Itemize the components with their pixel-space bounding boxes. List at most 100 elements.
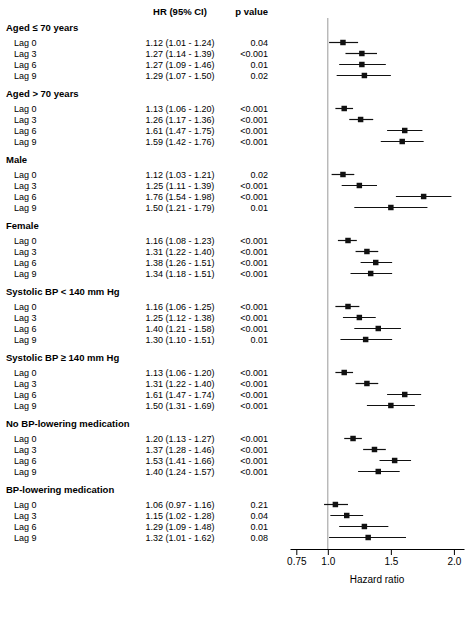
row-label: Lag 0	[14, 170, 37, 180]
group-header: Systolic BP < 140 mm Hg	[6, 286, 120, 297]
hr-label: 1.13 (1.06 - 1.20)	[145, 368, 214, 378]
point-estimate	[376, 326, 381, 331]
hr-label: 1.29 (1.09 - 1.48)	[145, 522, 214, 532]
row-label: Lag 9	[14, 71, 37, 81]
table-text: Aged ≤ 70 years Lag 0 1.12 (1.01 - 1.24) 0.…	[6, 22, 268, 543]
hr-label: 1.30 (1.10 - 1.51)	[145, 335, 214, 345]
p-value: <0.001	[240, 137, 268, 147]
point-estimate	[358, 117, 363, 122]
plot-area	[324, 18, 451, 549]
x-tick: 2.0	[447, 549, 461, 567]
x-tick-label: 1.0	[321, 556, 335, 567]
p-value: 0.04	[250, 38, 268, 48]
p-value: <0.001	[240, 236, 268, 246]
hr-label: 1.53 (1.41 - 1.66)	[145, 456, 214, 466]
x-axis-line	[291, 549, 465, 550]
x-tick-label: 1.5	[384, 556, 398, 567]
row-label: Lag 9	[14, 533, 37, 543]
row-label: Lag 9	[14, 269, 37, 279]
p-value: <0.001	[240, 115, 268, 125]
row-label: Lag 6	[14, 60, 37, 70]
p-value: 0.01	[250, 203, 268, 213]
p-value: <0.001	[240, 401, 268, 411]
point-estimate	[362, 73, 367, 78]
x-tick-label: 0.75	[287, 556, 307, 567]
p-value: <0.001	[240, 49, 268, 59]
p-value: <0.001	[240, 467, 268, 477]
p-value: <0.001	[240, 390, 268, 400]
row-label: Lag 0	[14, 434, 37, 444]
row-label: Lag 6	[14, 522, 37, 532]
hr-label: 1.27 (1.14 - 1.39)	[145, 49, 214, 59]
group-header: Systolic BP ≥ 140 mm Hg	[6, 352, 119, 363]
group-header: Female	[6, 220, 39, 231]
p-value: 0.04	[250, 511, 268, 521]
x-tick: 1.0	[321, 549, 335, 567]
group-header: Aged ≤ 70 years	[6, 22, 78, 33]
hr-label: 1.25 (1.12 - 1.38)	[145, 313, 214, 323]
hr-label: 1.06 (0.97 - 1.16)	[145, 500, 214, 510]
x-tick-mark	[454, 549, 455, 555]
point-estimate	[402, 392, 407, 397]
p-value: <0.001	[240, 192, 268, 202]
p-value: <0.001	[240, 302, 268, 312]
x-tick: 1.5	[384, 549, 398, 567]
column-header: p value	[235, 6, 268, 17]
hr-label: 1.32 (1.01 - 1.62)	[145, 533, 214, 543]
p-value: 0.01	[250, 522, 268, 532]
p-value: <0.001	[240, 434, 268, 444]
hr-label: 1.29 (1.07 - 1.50)	[145, 71, 214, 81]
row-label: Lag 0	[14, 38, 37, 48]
p-value: 0.21	[250, 500, 268, 510]
point-estimate	[376, 469, 381, 474]
hr-label: 1.31 (1.22 - 1.40)	[145, 247, 214, 257]
hr-label: 1.61 (1.47 - 1.74)	[145, 390, 214, 400]
hr-label: 1.15 (1.02 - 1.28)	[145, 511, 214, 521]
x-tick-mark	[328, 549, 329, 555]
p-value: <0.001	[240, 379, 268, 389]
point-estimate	[388, 403, 393, 408]
p-value: 0.01	[250, 60, 268, 70]
hr-label: 1.13 (1.06 - 1.20)	[145, 104, 214, 114]
point-estimate	[340, 40, 345, 45]
hr-label: 1.61 (1.47 - 1.75)	[145, 126, 214, 136]
row-label: Lag 0	[14, 500, 37, 510]
p-value: 0.08	[250, 533, 268, 543]
row-label: Lag 0	[14, 236, 37, 246]
chart: HR (95% CI) p value Aged ≤ 70 years Lag 0 1.…	[0, 0, 474, 621]
hr-label: 1.12 (1.01 - 1.24)	[145, 38, 214, 48]
hr-label: 1.16 (1.08 - 1.23)	[145, 236, 214, 246]
p-value: <0.001	[240, 247, 268, 257]
row-label: Lag 9	[14, 137, 37, 147]
point-estimate	[392, 458, 397, 463]
column-header: HR (95% CI)	[153, 6, 207, 17]
point-estimate	[359, 51, 364, 56]
p-value: <0.001	[240, 456, 268, 466]
hr-label: 1.20 (1.13 - 1.27)	[145, 434, 214, 444]
p-value: <0.001	[240, 313, 268, 323]
hr-label: 1.59 (1.42 - 1.76)	[145, 137, 214, 147]
point-estimate	[362, 524, 367, 529]
hr-label: 1.16 (1.06 - 1.25)	[145, 302, 214, 312]
row-label: Lag 6	[14, 192, 37, 202]
point-estimate	[357, 183, 362, 188]
x-axis: 0.75 1.0 1.5 2.0	[287, 549, 464, 567]
point-estimate	[333, 502, 338, 507]
x-tick-mark	[391, 549, 392, 555]
point-estimate	[357, 315, 362, 320]
point-estimate	[365, 535, 370, 540]
hr-label: 1.25 (1.11 - 1.39)	[146, 181, 214, 191]
hr-label: 1.40 (1.21 - 1.58)	[145, 324, 214, 334]
row-label: Lag 3	[14, 115, 37, 125]
group-header: BP-lowering medication	[6, 484, 114, 495]
row-label: Lag 9	[14, 401, 37, 411]
p-value: <0.001	[240, 445, 268, 455]
point-estimate	[341, 370, 346, 375]
point-estimate	[372, 447, 377, 452]
row-label: Lag 0	[14, 104, 37, 114]
row-label: Lag 6	[14, 126, 37, 136]
hr-label: 1.76 (1.54 - 1.98)	[145, 192, 214, 202]
row-label: Lag 0	[14, 302, 37, 312]
hr-label: 1.26 (1.17 - 1.36)	[145, 115, 214, 125]
hr-label: 1.50 (1.31 - 1.69)	[145, 401, 214, 411]
